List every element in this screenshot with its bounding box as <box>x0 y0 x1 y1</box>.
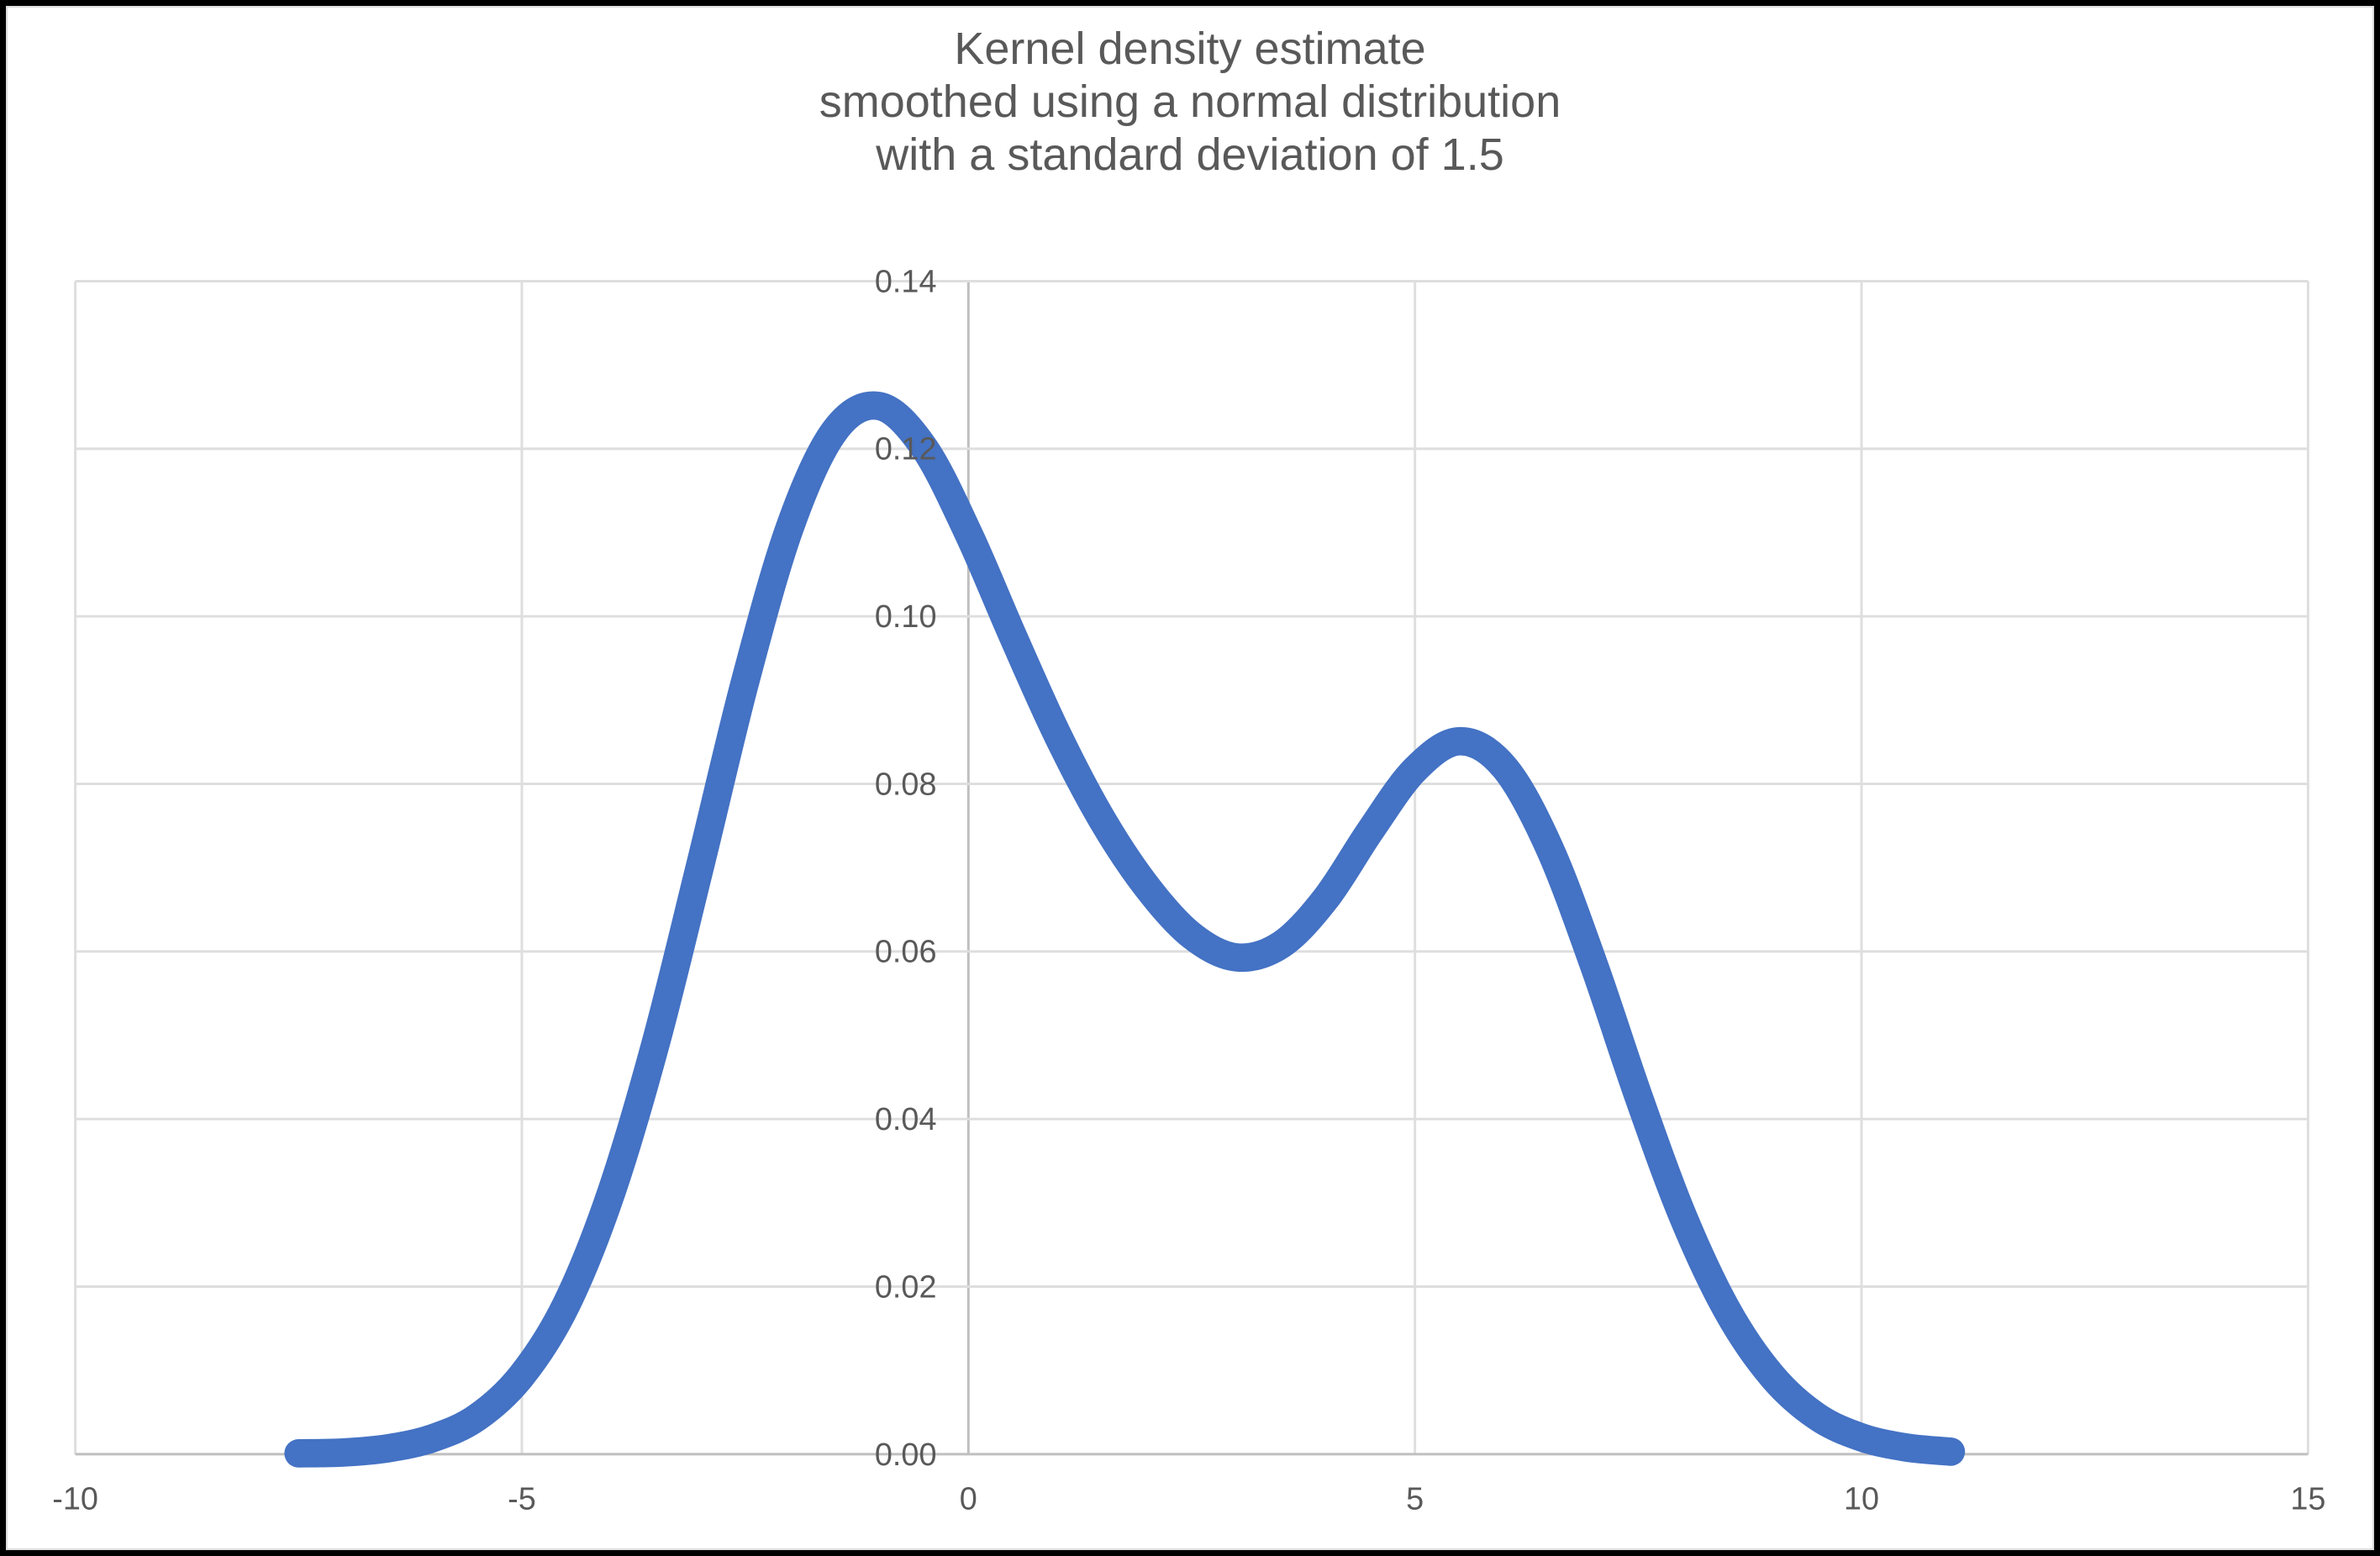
kde-plot-canvas: 0.00 0.02 0.04 0.06 0.08 0.10 0.12 0.14 -10 -5 0 5… <box>52 264 2325 1516</box>
y-tick-label: 0.00 <box>875 1437 937 1473</box>
chart-title-line-1: Kernel density estimate <box>954 24 1426 74</box>
x-tick-label: -10 <box>52 1481 98 1516</box>
x-tick-label: 0 <box>960 1481 977 1516</box>
y-tick-label: 0.14 <box>875 264 937 299</box>
chart-title: Kernel density estimate smoothed using a… <box>6 23 2374 182</box>
y-axis-tick-labels: 0.00 0.02 0.04 0.06 0.08 0.10 0.12 0.14 <box>875 264 937 1472</box>
y-tick-label: 0.08 <box>875 767 937 802</box>
gridlines <box>74 280 2309 1456</box>
y-tick-label: 0.04 <box>875 1102 937 1137</box>
x-tick-label: 15 <box>2290 1481 2325 1516</box>
x-axis-tick-labels: -10 -5 0 5 10 15 <box>52 1481 2325 1516</box>
y-tick-label: 0.12 <box>875 432 937 467</box>
x-tick-label: 5 <box>1406 1481 1424 1516</box>
chart-title-line-3: with a standard deviation of 1.5 <box>876 129 1504 180</box>
x-tick-label: -5 <box>508 1481 536 1516</box>
x-tick-label: 10 <box>1844 1481 1879 1516</box>
chart-title-line-2: smoothed using a normal distribution <box>819 76 1561 127</box>
y-tick-label: 0.02 <box>875 1269 937 1305</box>
y-tick-label: 0.10 <box>875 599 937 635</box>
y-tick-label: 0.06 <box>875 935 937 970</box>
kde-curve-line <box>284 391 1966 1468</box>
